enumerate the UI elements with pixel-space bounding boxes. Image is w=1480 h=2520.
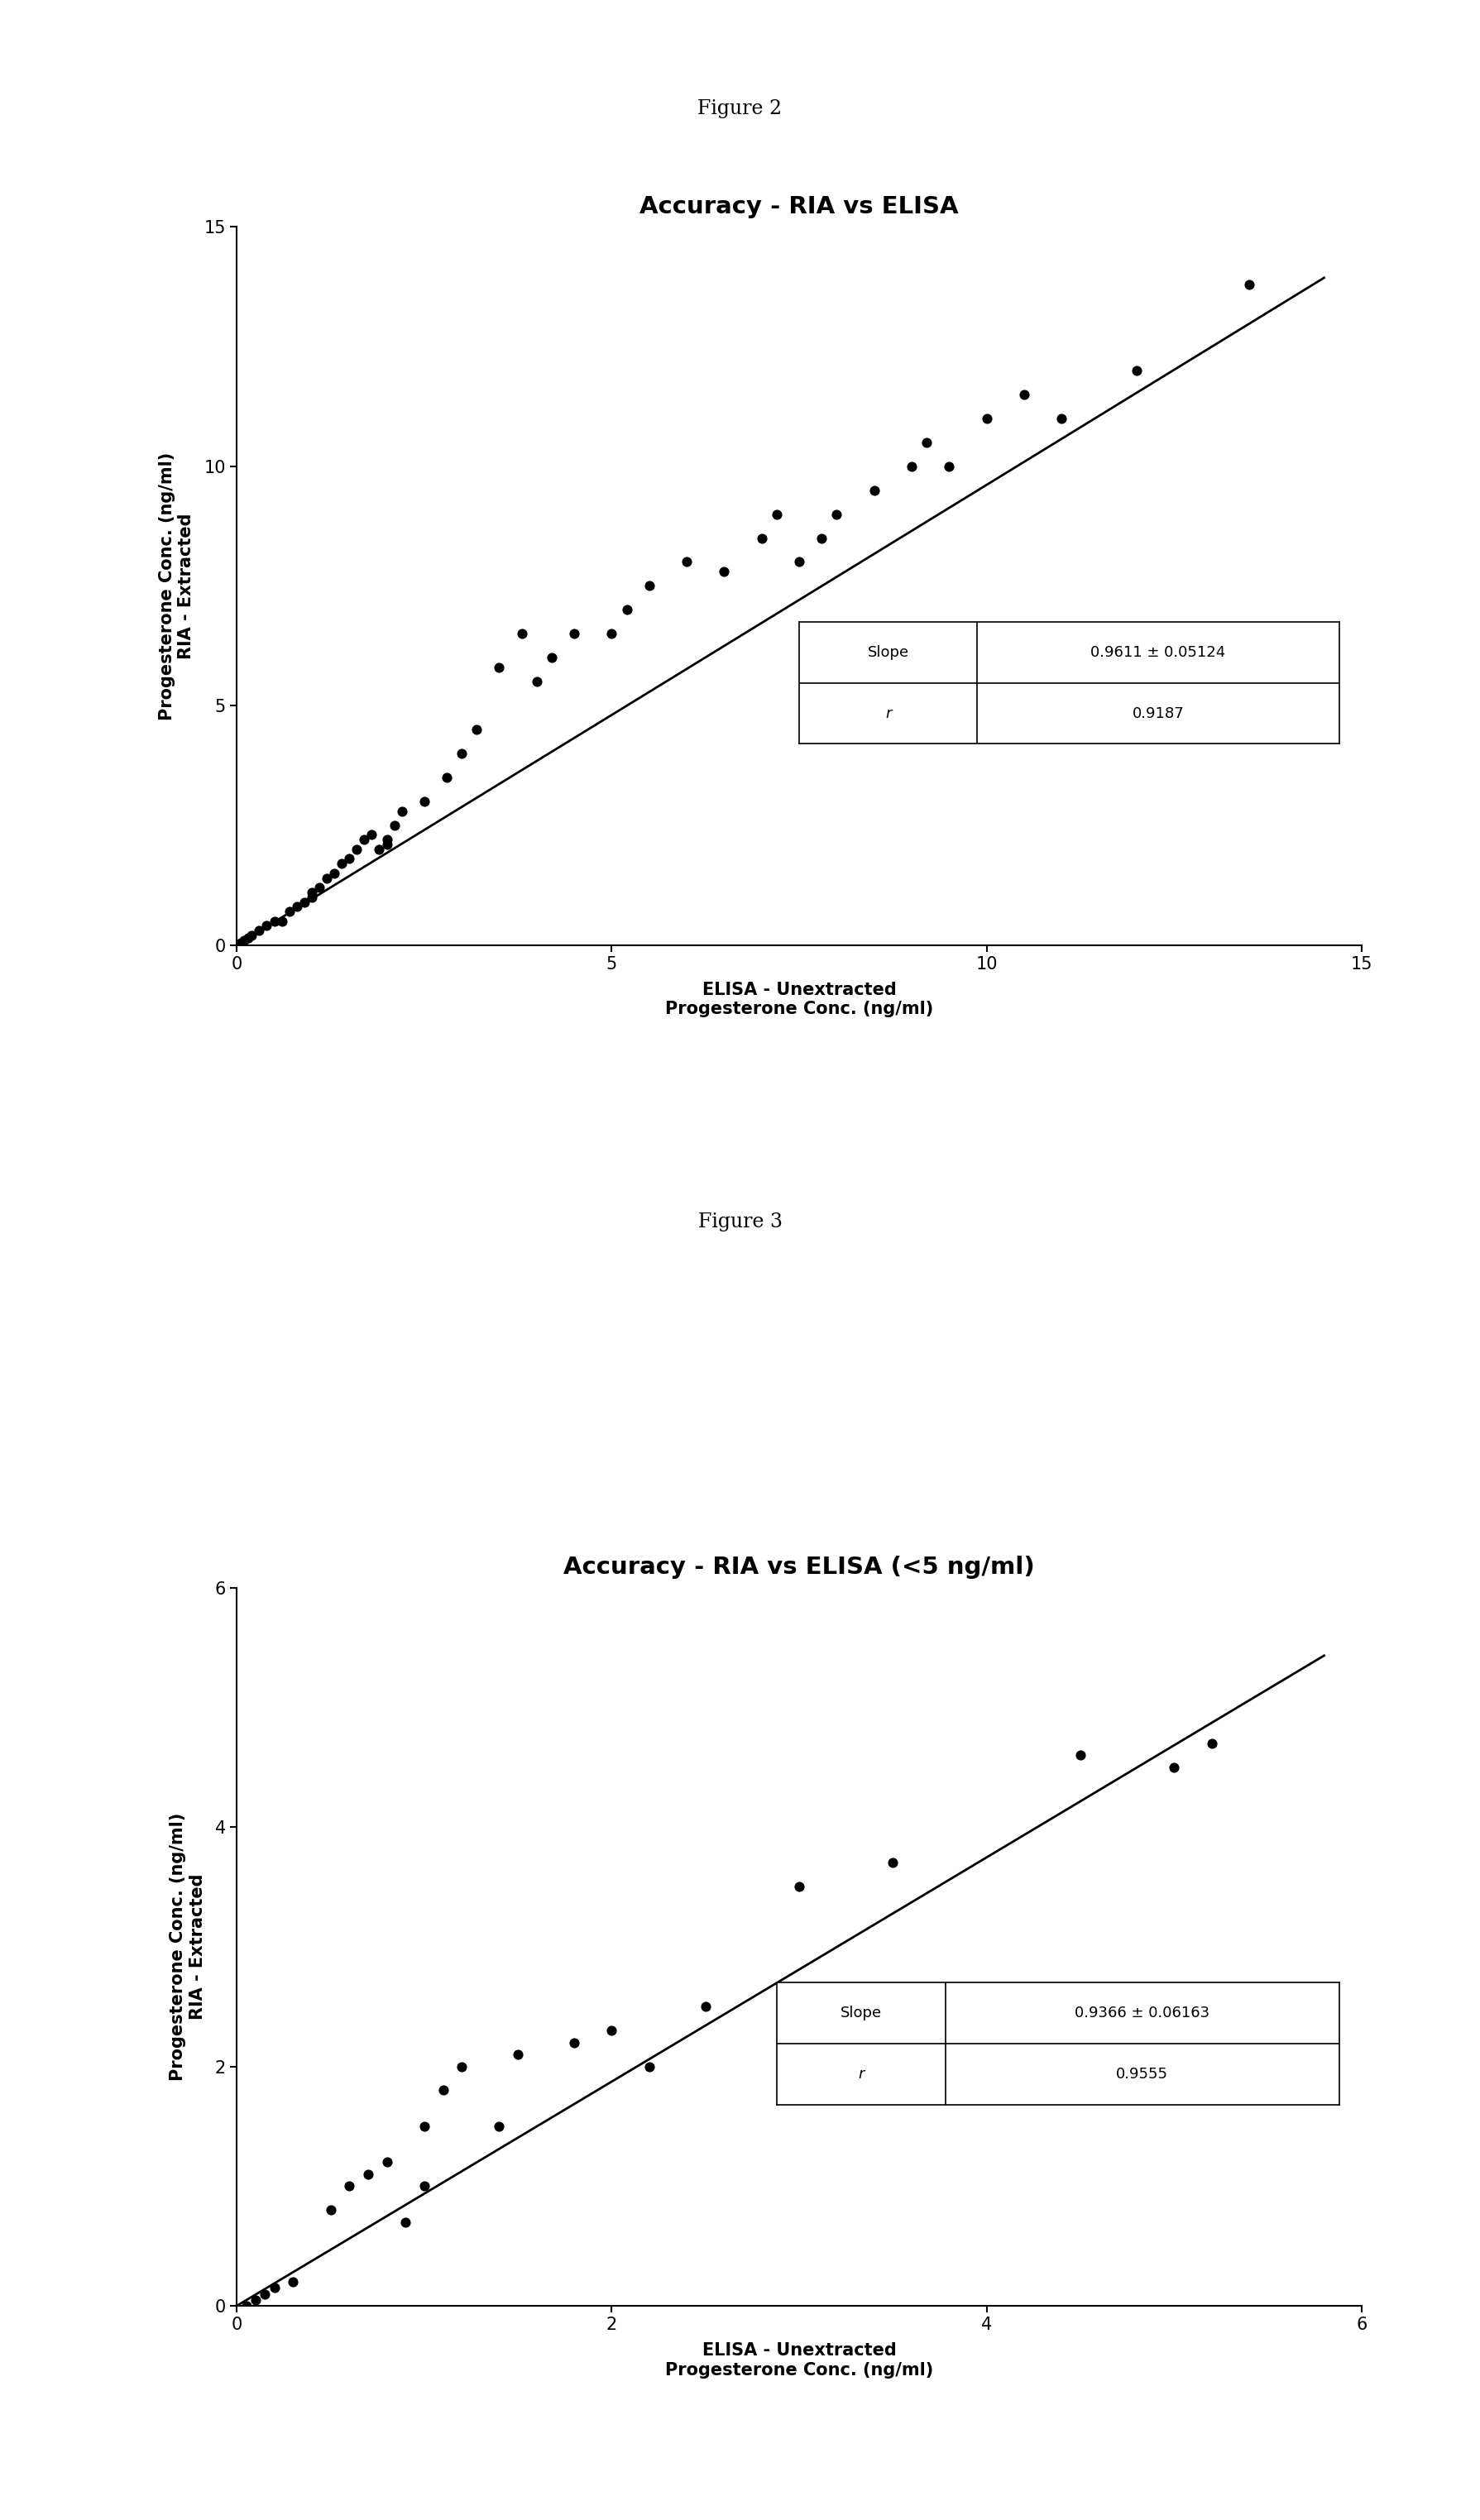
Point	[465, 711, 488, 751]
Point	[413, 781, 437, 822]
Point	[975, 398, 999, 438]
Point	[1162, 1746, 1185, 1787]
Point	[638, 564, 662, 605]
Point	[506, 2034, 530, 2074]
Text: Figure 2: Figure 2	[697, 98, 783, 118]
Point	[525, 660, 549, 701]
Point	[232, 920, 256, 960]
Point	[286, 887, 309, 927]
Point	[915, 423, 938, 464]
Point	[675, 542, 699, 582]
Y-axis label: Progesterone Conc. (ng/ml)
RIA - Extracted: Progesterone Conc. (ng/ml) RIA - Extract…	[170, 1812, 206, 2082]
Point	[1237, 265, 1261, 305]
Point	[937, 446, 961, 486]
Point	[881, 1842, 904, 1882]
Title: Accuracy - RIA vs ELISA: Accuracy - RIA vs ELISA	[639, 194, 959, 217]
Point	[389, 791, 413, 832]
Point	[262, 2268, 286, 2308]
Point	[293, 882, 317, 922]
Point	[900, 446, 924, 486]
X-axis label: ELISA - Unextracted
Progesterone Conc. (ng/ml): ELISA - Unextracted Progesterone Conc. (…	[665, 983, 934, 1018]
Text: Figure 3: Figure 3	[697, 1212, 783, 1232]
Point	[599, 612, 623, 653]
Point	[787, 1867, 811, 1908]
Point	[352, 819, 376, 859]
Point	[229, 922, 253, 963]
Point	[300, 877, 324, 917]
Point	[315, 857, 339, 897]
Point	[281, 2263, 305, 2303]
Point	[318, 2190, 342, 2230]
Point	[712, 552, 736, 592]
Point	[765, 494, 789, 534]
Title: Accuracy - RIA vs ELISA (<5 ng/ml): Accuracy - RIA vs ELISA (<5 ng/ml)	[564, 1555, 1035, 1578]
Point	[487, 2107, 511, 2147]
Point	[240, 915, 263, 955]
Point	[1012, 375, 1036, 416]
Point	[345, 829, 369, 869]
Point	[262, 902, 286, 942]
Point	[357, 2155, 380, 2195]
Point	[694, 1986, 718, 2026]
Point	[337, 2165, 361, 2208]
Point	[323, 852, 346, 895]
Point	[247, 910, 271, 950]
Y-axis label: Progesterone Conc. (ng/ml)
RIA - Extracted: Progesterone Conc. (ng/ml) RIA - Extract…	[158, 451, 195, 721]
Point	[863, 469, 887, 509]
Point	[277, 892, 300, 932]
Point	[394, 2202, 417, 2243]
Point	[374, 2142, 398, 2182]
Point	[450, 733, 474, 774]
Point	[1125, 350, 1148, 391]
Point	[308, 867, 332, 907]
Point	[638, 2046, 662, 2087]
Point	[824, 494, 848, 534]
Point	[1069, 1734, 1092, 1774]
Point	[750, 517, 774, 557]
Point	[374, 819, 398, 859]
Point	[435, 756, 459, 796]
Point	[255, 905, 278, 945]
Point	[360, 814, 383, 854]
Point	[374, 824, 398, 864]
Point	[367, 829, 391, 869]
Point	[511, 612, 534, 653]
Point	[253, 2273, 277, 2313]
Point	[487, 648, 511, 688]
Point	[614, 590, 638, 630]
Point	[337, 839, 361, 879]
Point	[431, 2071, 454, 2112]
X-axis label: ELISA - Unextracted
Progesterone Conc. (ng/ml): ELISA - Unextracted Progesterone Conc. (…	[665, 2344, 934, 2379]
Point	[562, 2021, 586, 2061]
Point	[810, 517, 833, 557]
Point	[413, 2107, 437, 2147]
Point	[540, 638, 564, 678]
Point	[244, 2281, 268, 2321]
Point	[269, 902, 293, 942]
Point	[1049, 398, 1073, 438]
Point	[237, 917, 260, 958]
Point	[300, 872, 324, 912]
Point	[1200, 1724, 1224, 1764]
Point	[330, 844, 354, 885]
Point	[234, 2286, 258, 2326]
Point	[599, 2011, 623, 2051]
Point	[450, 2046, 474, 2087]
Point	[562, 612, 586, 653]
Point	[787, 542, 811, 582]
Point	[382, 806, 406, 847]
Point	[413, 2165, 437, 2208]
